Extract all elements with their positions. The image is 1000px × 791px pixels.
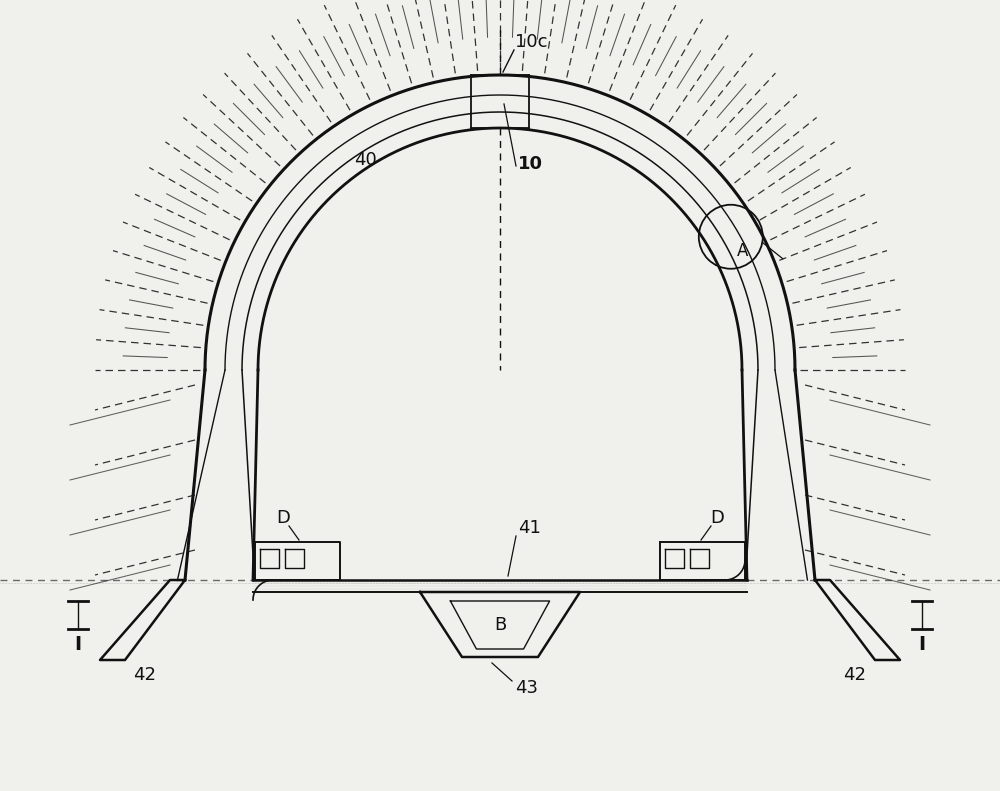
Text: B: B [494, 615, 506, 634]
Text: D: D [276, 509, 290, 527]
Text: 40: 40 [354, 151, 376, 169]
Text: 42: 42 [844, 666, 866, 684]
Text: 42: 42 [134, 666, 157, 684]
Text: A: A [737, 242, 748, 259]
Text: I: I [918, 635, 926, 654]
Text: D: D [710, 509, 724, 527]
Text: I: I [74, 635, 82, 654]
Text: 10c: 10c [515, 33, 548, 51]
Text: 43: 43 [515, 679, 538, 697]
Text: 10: 10 [518, 155, 543, 173]
Text: 41: 41 [518, 519, 541, 537]
